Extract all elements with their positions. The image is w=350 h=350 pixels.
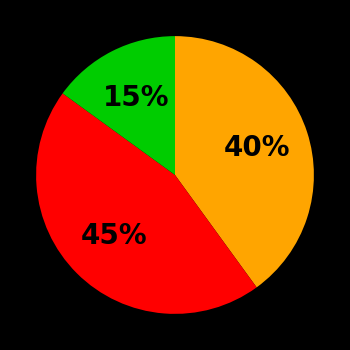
Text: 45%: 45% — [81, 222, 147, 250]
Text: 15%: 15% — [103, 84, 169, 112]
Text: 40%: 40% — [224, 134, 290, 162]
Wedge shape — [63, 36, 175, 175]
Wedge shape — [36, 93, 257, 314]
Wedge shape — [175, 36, 314, 287]
